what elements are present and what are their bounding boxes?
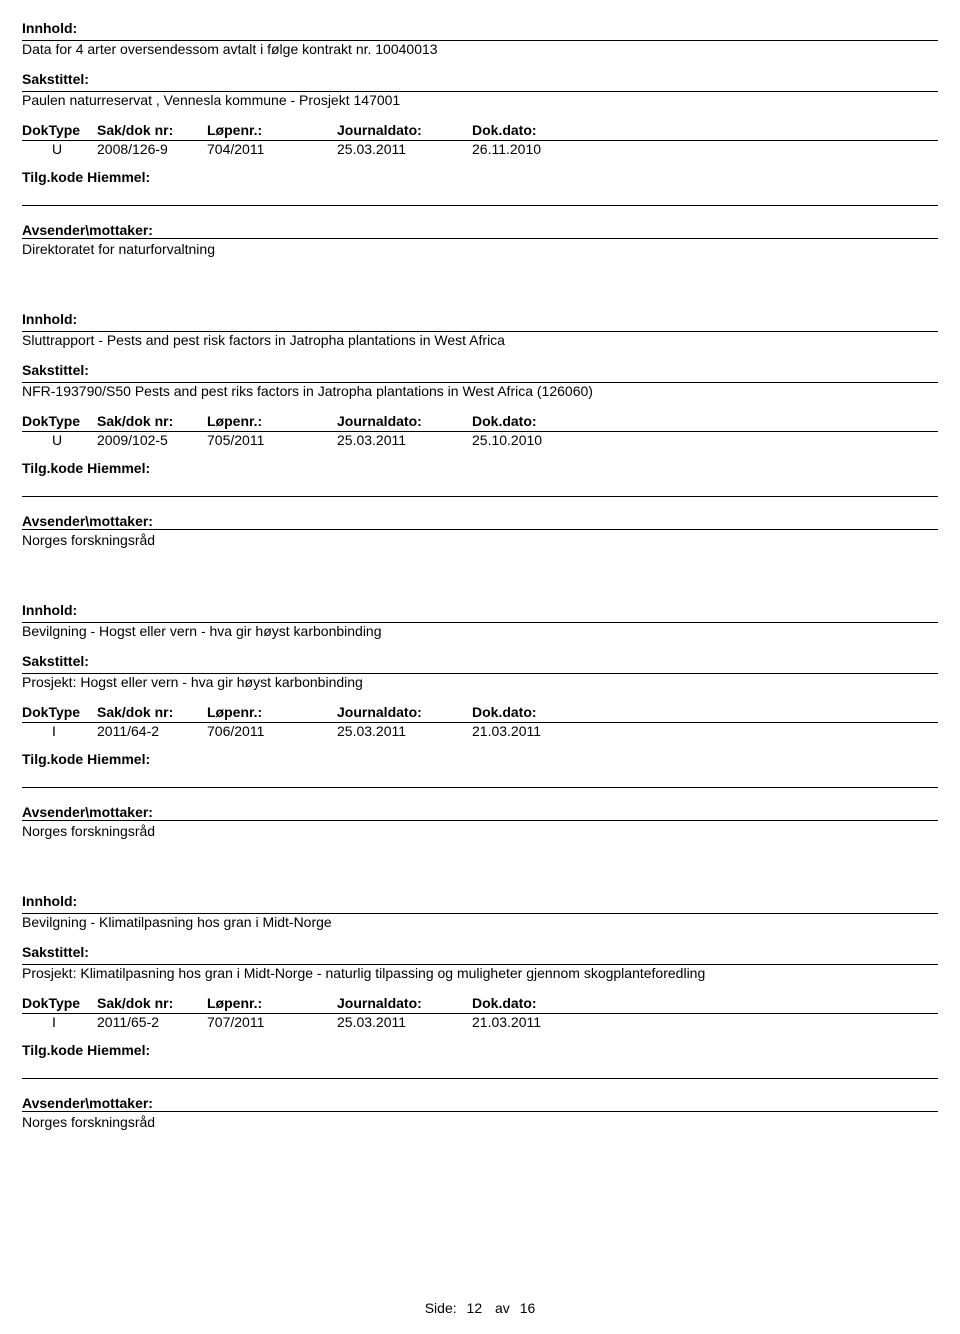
footer-total: 16 (520, 1300, 536, 1316)
footer-side-label: Side: (425, 1300, 457, 1316)
tilgkode-label: Tilg.kode (22, 751, 83, 767)
header-journaldato: Journaldato: (337, 704, 472, 720)
divider (22, 1111, 938, 1112)
tilgkode-hiemmel: Tilg.kode Hiemmel: (22, 169, 938, 185)
avsender-value: Norges forskningsråd (22, 823, 938, 839)
tilgkode-hiemmel: Tilg.kode Hiemmel: (22, 751, 938, 767)
tilgkode-hiemmel: Tilg.kode Hiemmel: (22, 460, 938, 476)
header-doktype: DokType (22, 413, 97, 429)
sakstittel-text: Prosjekt: Klimatilpasning hos gran i Mid… (22, 965, 938, 981)
value-doktype: U (22, 141, 97, 157)
header-lopenr: Løpenr.: (207, 122, 337, 138)
table-header: DokType Sak/dok nr: Løpenr.: Journaldato… (22, 995, 938, 1011)
header-lopenr: Løpenr.: (207, 995, 337, 1011)
sakstittel-label: Sakstittel: (22, 71, 938, 87)
innhold-text: Sluttrapport - Pests and pest risk facto… (22, 332, 938, 348)
header-doktype: DokType (22, 995, 97, 1011)
header-sakdok: Sak/dok nr: (97, 995, 207, 1011)
hiemmel-label: Hiemmel: (87, 1042, 150, 1058)
value-dokdato: 21.03.2011 (472, 1014, 592, 1030)
header-dokdato: Dok.dato: (472, 995, 592, 1011)
value-journaldato: 25.03.2011 (337, 723, 472, 739)
header-journaldato: Journaldato: (337, 995, 472, 1011)
avsender-label: Avsender\mottaker: (22, 1095, 938, 1111)
value-dokdato: 21.03.2011 (472, 723, 592, 739)
table-row: I 2011/64-2 706/2011 25.03.2011 21.03.20… (22, 723, 938, 739)
record-block: Innhold: Bevilgning - Klimatilpasning ho… (22, 893, 938, 1130)
value-lopenr: 706/2011 (207, 723, 337, 739)
header-dokdato: Dok.dato: (472, 413, 592, 429)
avsender-value: Direktoratet for naturforvaltning (22, 241, 938, 257)
header-sakdok: Sak/dok nr: (97, 122, 207, 138)
value-sakdok: 2008/126-9 (97, 141, 207, 157)
avsender-value: Norges forskningsråd (22, 1114, 938, 1130)
tilgkode-hiemmel: Tilg.kode Hiemmel: (22, 1042, 938, 1058)
innhold-label: Innhold: (22, 311, 938, 327)
value-sakdok: 2011/65-2 (97, 1014, 207, 1030)
table-header: DokType Sak/dok nr: Løpenr.: Journaldato… (22, 413, 938, 429)
header-dokdato: Dok.dato: (472, 122, 592, 138)
value-lopenr: 705/2011 (207, 432, 337, 448)
hiemmel-label: Hiemmel: (87, 460, 150, 476)
innhold-text: Bevilgning - Hogst eller vern - hva gir … (22, 623, 938, 639)
value-doktype: I (22, 1014, 97, 1030)
value-journaldato: 25.03.2011 (337, 1014, 472, 1030)
header-journaldato: Journaldato: (337, 413, 472, 429)
hiemmel-label: Hiemmel: (87, 169, 150, 185)
header-lopenr: Løpenr.: (207, 413, 337, 429)
divider (22, 238, 938, 239)
value-dokdato: 25.10.2010 (472, 432, 592, 448)
hiemmel-label: Hiemmel: (87, 751, 150, 767)
value-sakdok: 2011/64-2 (97, 723, 207, 739)
record-block: Innhold: Bevilgning - Hogst eller vern -… (22, 602, 938, 839)
avsender-label: Avsender\mottaker: (22, 804, 938, 820)
value-lopenr: 707/2011 (207, 1014, 337, 1030)
record-block: Innhold: Data for 4 arter oversendessom … (22, 20, 938, 257)
header-sakdok: Sak/dok nr: (97, 704, 207, 720)
table-header: DokType Sak/dok nr: Løpenr.: Journaldato… (22, 122, 938, 138)
divider (22, 529, 938, 530)
avsender-value: Norges forskningsråd (22, 532, 938, 548)
table-row: I 2011/65-2 707/2011 25.03.2011 21.03.20… (22, 1014, 938, 1030)
innhold-label: Innhold: (22, 20, 938, 36)
value-sakdok: 2009/102-5 (97, 432, 207, 448)
table-row: U 2009/102-5 705/2011 25.03.2011 25.10.2… (22, 432, 938, 448)
header-doktype: DokType (22, 704, 97, 720)
tilgkode-label: Tilg.kode (22, 1042, 83, 1058)
header-sakdok: Sak/dok nr: (97, 413, 207, 429)
table-header: DokType Sak/dok nr: Løpenr.: Journaldato… (22, 704, 938, 720)
value-journaldato: 25.03.2011 (337, 432, 472, 448)
tilgkode-label: Tilg.kode (22, 460, 83, 476)
avsender-label: Avsender\mottaker: (22, 222, 938, 238)
record-block: Innhold: Sluttrapport - Pests and pest r… (22, 311, 938, 548)
sakstittel-text: Paulen naturreservat , Vennesla kommune … (22, 92, 938, 108)
tilgkode-label: Tilg.kode (22, 169, 83, 185)
header-lopenr: Løpenr.: (207, 704, 337, 720)
value-doktype: I (22, 723, 97, 739)
avsender-label: Avsender\mottaker: (22, 513, 938, 529)
header-journaldato: Journaldato: (337, 122, 472, 138)
header-dokdato: Dok.dato: (472, 704, 592, 720)
sakstittel-text: NFR-193790/S50 Pests and pest riks facto… (22, 383, 938, 399)
innhold-text: Bevilgning - Klimatilpasning hos gran i … (22, 914, 938, 930)
value-journaldato: 25.03.2011 (337, 141, 472, 157)
value-lopenr: 704/2011 (207, 141, 337, 157)
header-doktype: DokType (22, 122, 97, 138)
footer-av-label: av (495, 1300, 510, 1316)
value-doktype: U (22, 432, 97, 448)
page-footer: Side: 12 av 16 (0, 1300, 960, 1316)
footer-page-number: 12 (467, 1300, 483, 1316)
sakstittel-text: Prosjekt: Hogst eller vern - hva gir høy… (22, 674, 938, 690)
innhold-text: Data for 4 arter oversendessom avtalt i … (22, 41, 938, 57)
value-dokdato: 26.11.2010 (472, 141, 592, 157)
sakstittel-label: Sakstittel: (22, 362, 938, 378)
sakstittel-label: Sakstittel: (22, 653, 938, 669)
sakstittel-label: Sakstittel: (22, 944, 938, 960)
divider (22, 820, 938, 821)
table-row: U 2008/126-9 704/2011 25.03.2011 26.11.2… (22, 141, 938, 157)
innhold-label: Innhold: (22, 602, 938, 618)
innhold-label: Innhold: (22, 893, 938, 909)
